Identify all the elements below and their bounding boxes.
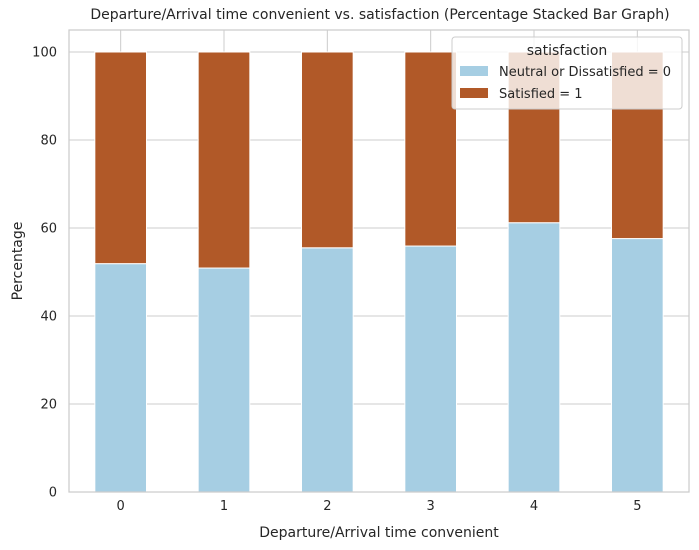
bar-satisfied-0 xyxy=(94,51,148,265)
y-tick-label: 0 xyxy=(49,486,57,501)
x-tick-label: 3 xyxy=(427,499,435,514)
legend-swatch-satisfied xyxy=(460,88,488,98)
legend-title: satisfaction xyxy=(527,43,608,59)
bar-neutral-0 xyxy=(94,263,148,493)
x-axis-label: Departure/Arrival time convenient xyxy=(259,525,499,541)
plot-frame xyxy=(68,29,690,493)
legend-label-neutral: Neutral or Dissatisfied = 0 xyxy=(499,65,671,80)
legend: satisfaction Neutral or Dissatisfied = 0… xyxy=(451,36,683,110)
bar-satisfied-2 xyxy=(301,51,354,249)
bar-satisfied-3 xyxy=(404,51,458,247)
y-tick-label: 80 xyxy=(40,134,57,149)
y-tick-label: 40 xyxy=(40,310,57,325)
legend-swatch-neutral xyxy=(460,66,488,76)
legend-box xyxy=(451,36,683,110)
y-tick-label: 20 xyxy=(40,398,57,413)
y-tick-label: 60 xyxy=(40,222,57,237)
x-tick-label: 4 xyxy=(530,499,538,514)
x-tick-label: 2 xyxy=(323,499,331,514)
bar-neutral-5 xyxy=(611,238,664,493)
bar-neutral-2 xyxy=(301,247,354,493)
y-tick-label: 100 xyxy=(32,46,57,61)
bars xyxy=(94,51,664,493)
legend-label-satisfied: Satisfied = 1 xyxy=(499,87,583,102)
bar-neutral-1 xyxy=(197,267,251,493)
y-tick-labels: 0 20 40 60 80 100 xyxy=(32,46,57,501)
bar-satisfied-1 xyxy=(197,51,251,269)
x-tick-label: 0 xyxy=(117,499,125,514)
y-axis-label: Percentage xyxy=(10,222,26,301)
x-tick-label: 1 xyxy=(220,499,228,514)
bar-neutral-4 xyxy=(507,222,561,493)
x-tick-label: 5 xyxy=(633,499,641,514)
x-tick-labels: 0 1 2 3 4 5 xyxy=(117,499,642,514)
chart-title: Departure/Arrival time convenient vs. sa… xyxy=(90,7,669,23)
bar-neutral-3 xyxy=(404,245,458,493)
